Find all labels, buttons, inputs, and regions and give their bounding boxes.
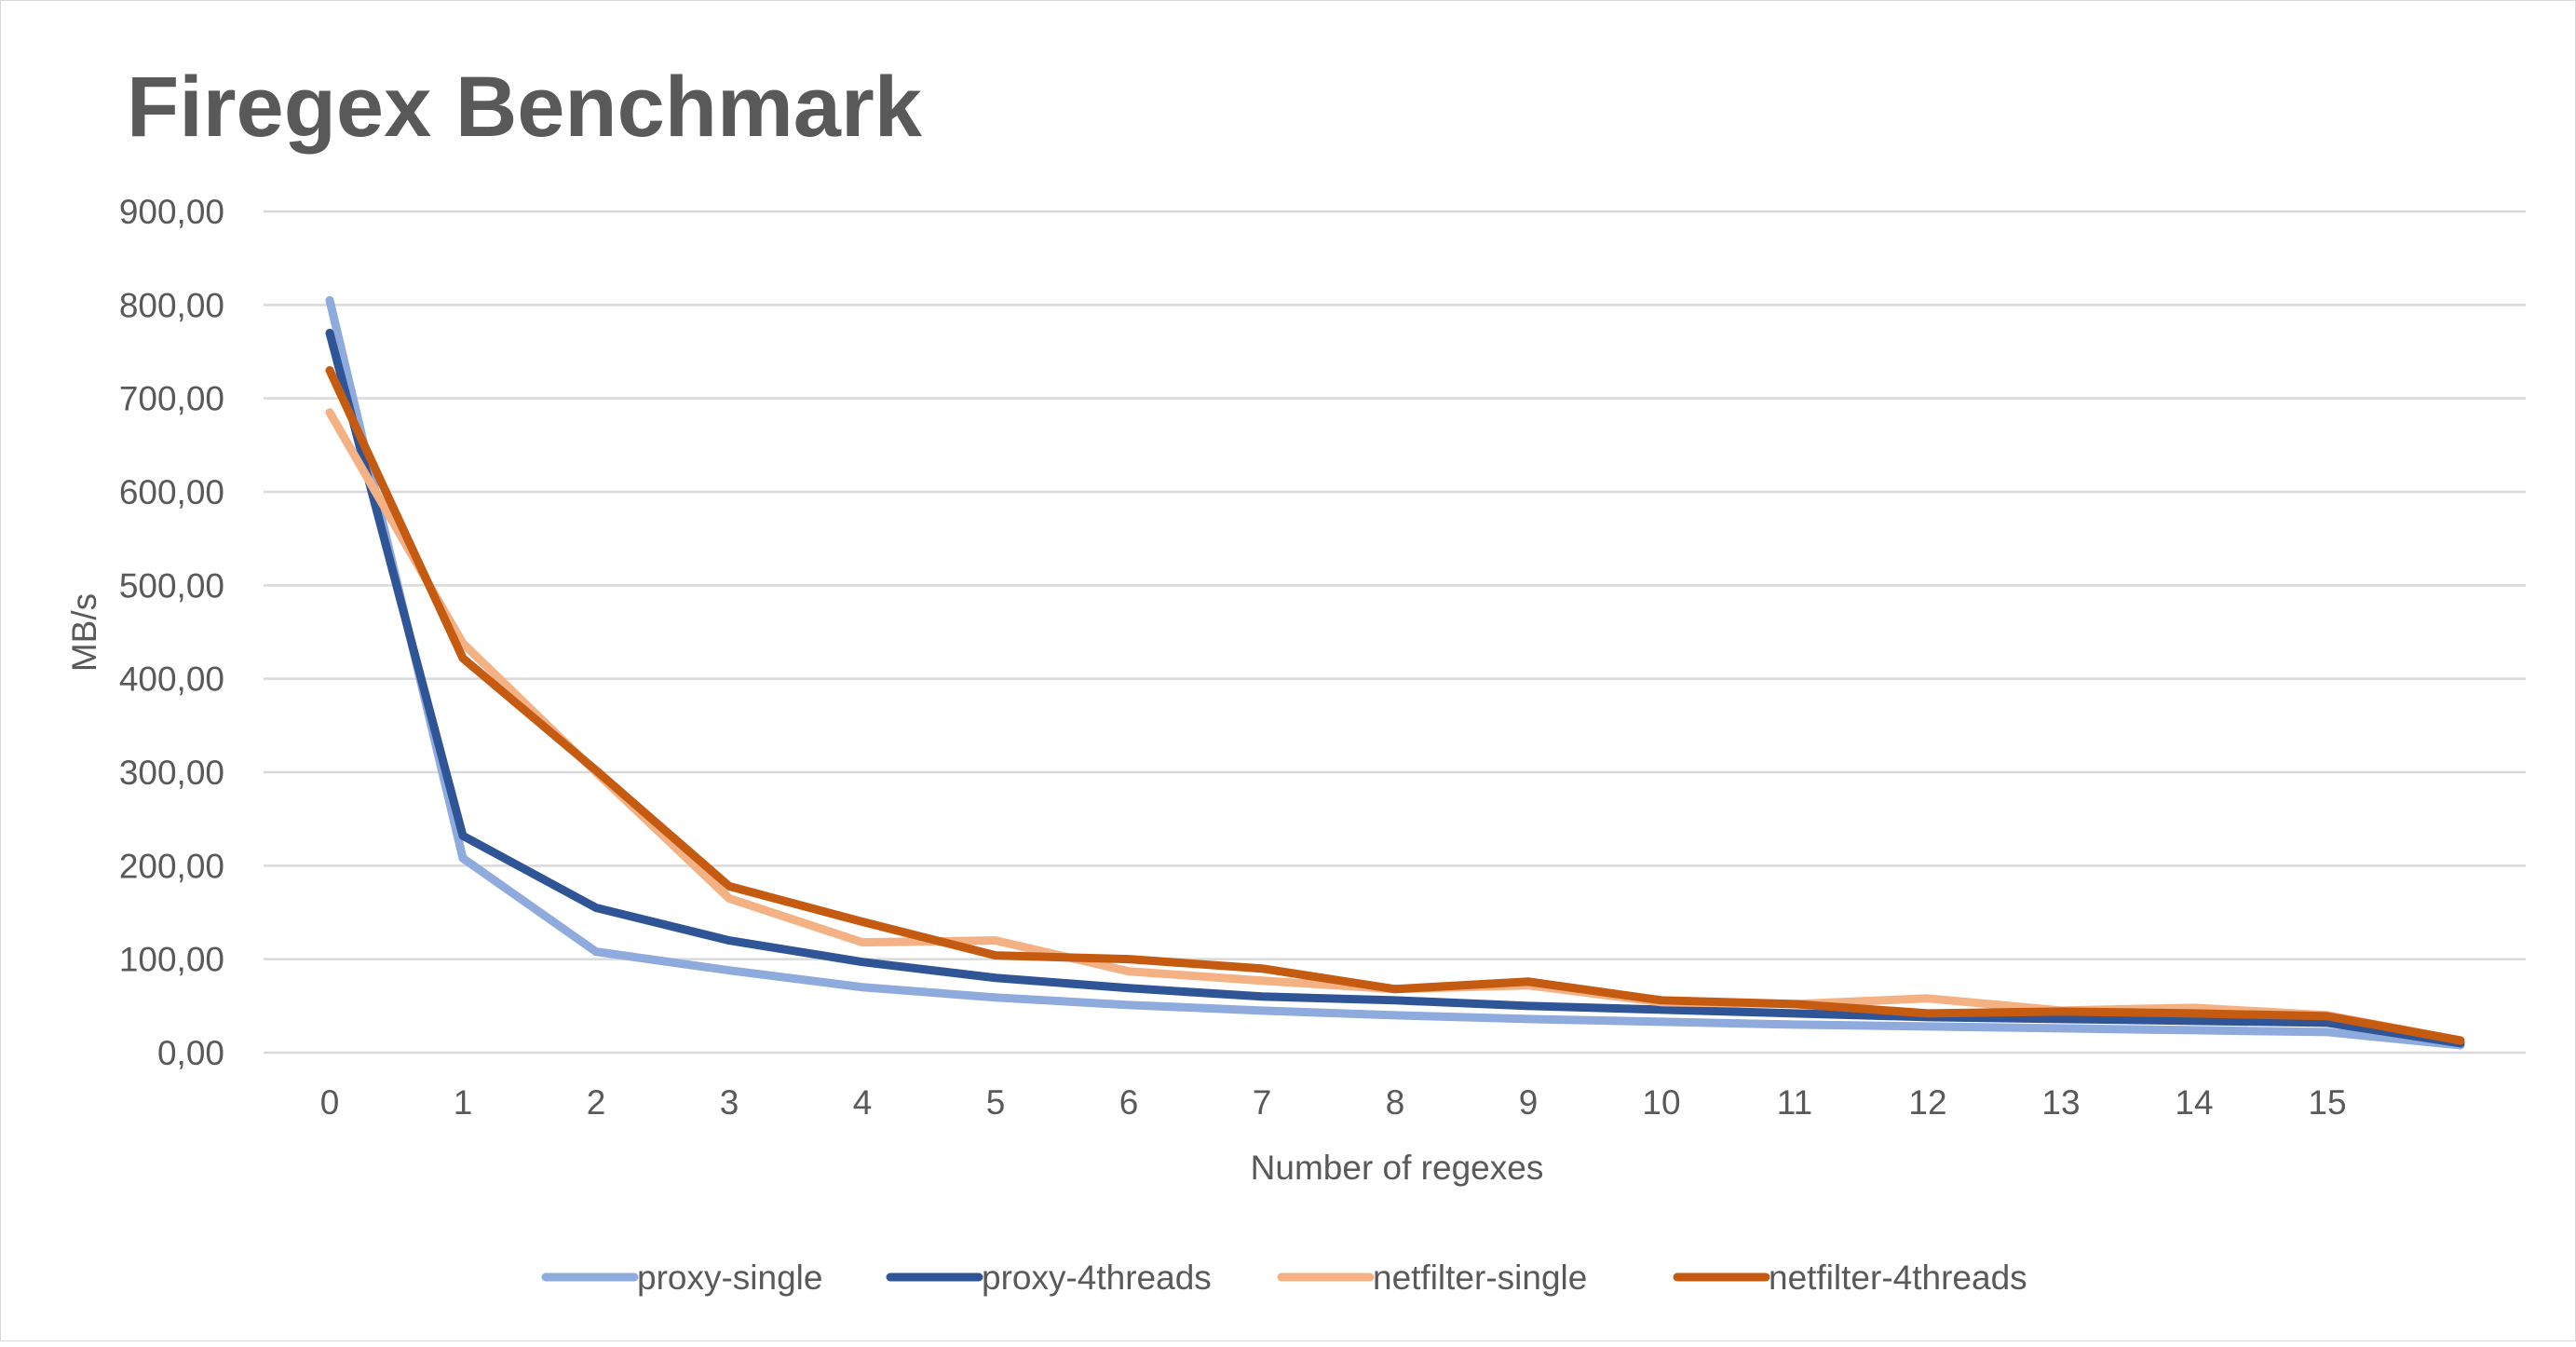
series-line-proxy-single — [325, 295, 2465, 1050]
x-tick-label: 6 — [1119, 1083, 1139, 1122]
legend-item-proxy-single[interactable]: proxy-single — [541, 1259, 822, 1297]
y-tick-label: 800,00 — [119, 286, 224, 324]
gridlines — [264, 210, 2526, 1054]
y-tick-label: 700,00 — [119, 380, 224, 418]
y-axis-label: MB/s — [65, 593, 103, 672]
x-tick-label: 13 — [2041, 1083, 2080, 1122]
legend-label: netfilter-single — [1373, 1259, 1587, 1297]
y-tick-label: 100,00 — [119, 941, 224, 979]
x-tick-label: 1 — [454, 1083, 473, 1122]
legend-item-netfilter-single[interactable]: netfilter-single — [1277, 1259, 1587, 1297]
x-tick-label: 9 — [1519, 1083, 1539, 1122]
y-tick-label: 500,00 — [119, 566, 224, 605]
y-tick-label: 900,00 — [119, 193, 224, 231]
y-tick-label: 300,00 — [119, 754, 224, 792]
x-tick-label: 3 — [720, 1083, 739, 1122]
x-tick-label: 12 — [1908, 1083, 1946, 1122]
y-tick-label: 400,00 — [119, 660, 224, 699]
legend-item-proxy-4threads[interactable]: proxy-4threads — [886, 1259, 1212, 1297]
chart-title: Firegex Benchmark — [127, 60, 923, 155]
x-tick-label: 0 — [320, 1083, 340, 1122]
legend-label: proxy-single — [637, 1259, 822, 1297]
x-tick-label: 2 — [587, 1083, 606, 1122]
x-tick-labels: 0 1 2 3 4 5 6 7 8 9 10 11 12 13 14 15 — [320, 1083, 2347, 1122]
x-axis-label: Number of regexes — [1251, 1149, 1544, 1187]
x-tick-label: 4 — [853, 1083, 873, 1122]
legend-label: netfilter-4threads — [1769, 1259, 2027, 1297]
y-tick-label: 200,00 — [119, 847, 224, 885]
series-lines — [325, 295, 2465, 1050]
x-tick-label: 7 — [1253, 1083, 1272, 1122]
series-line-proxy-4threads — [325, 328, 2465, 1048]
x-tick-label: 15 — [2308, 1083, 2346, 1122]
legend: proxy-single proxy-4threads netfilter-sing… — [541, 1259, 2027, 1297]
x-tick-label: 14 — [2175, 1083, 2213, 1122]
x-tick-label: 11 — [1777, 1083, 1812, 1122]
series-line-netfilter-single — [325, 408, 2465, 1045]
y-tick-label: 600,00 — [119, 473, 224, 511]
x-tick-label: 10 — [1642, 1083, 1680, 1122]
y-tick-labels: 0,00 100,00 200,00 300,00 400,00 500,00 600,00… — [119, 193, 224, 1072]
x-tick-label: 8 — [1386, 1083, 1405, 1122]
y-tick-label: 0,00 — [157, 1034, 224, 1072]
legend-item-netfilter-4threads[interactable]: netfilter-4threads — [1673, 1259, 2027, 1297]
series-line-netfilter-4threads — [325, 366, 2465, 1045]
x-tick-label: 5 — [986, 1083, 1006, 1122]
legend-label: proxy-4threads — [982, 1259, 1212, 1297]
